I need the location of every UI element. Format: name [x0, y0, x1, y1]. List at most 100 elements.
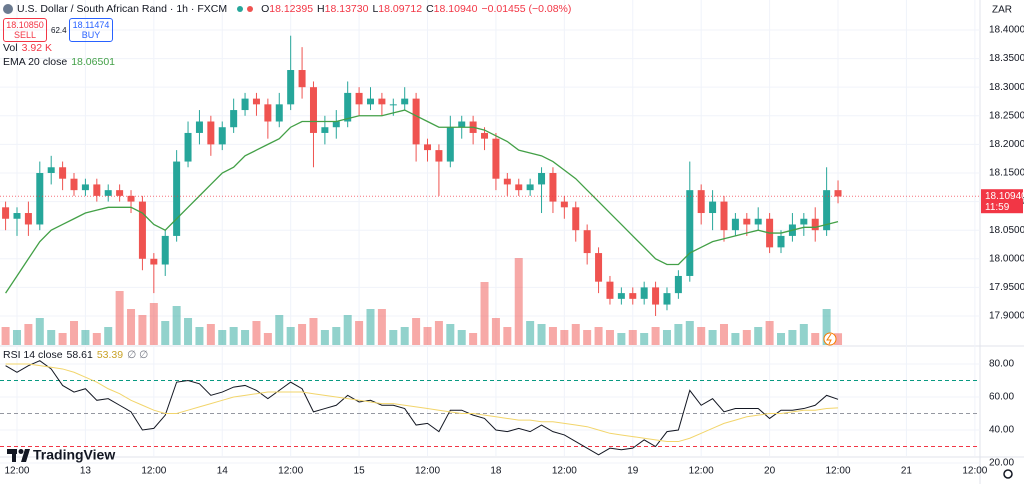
volume-bar — [218, 330, 227, 345]
ohlc-item: L18.09712 — [372, 3, 422, 15]
volume-bar — [377, 309, 386, 345]
logo: TradingView — [7, 447, 115, 463]
candle-body — [834, 190, 842, 197]
volume-bar — [206, 324, 215, 345]
y-tick-label: 18.15000 — [989, 168, 1024, 179]
last-price-box — [981, 189, 1023, 214]
volume-bar — [434, 321, 443, 345]
volume-bar — [662, 330, 671, 345]
candle-body — [492, 138, 500, 179]
volume-bar — [537, 324, 546, 345]
rsi-legend: RSI 14 close 58.61 53.39 ∅ ∅ — [3, 349, 148, 361]
x-tick-label: 12:00 — [415, 466, 440, 477]
volume-bar — [617, 333, 626, 345]
volume-bar — [309, 318, 318, 345]
rsi-title: RSI 14 close — [3, 349, 63, 361]
candle-body — [572, 207, 580, 231]
volume-bar — [127, 309, 136, 345]
candle-body — [686, 190, 694, 276]
volume-bar — [149, 303, 158, 345]
candle-body — [458, 121, 466, 128]
candle-body — [195, 121, 203, 133]
volume-bar — [548, 327, 557, 345]
volume-bar — [343, 315, 352, 345]
volume-bar — [594, 327, 603, 345]
candle-body — [595, 253, 603, 282]
volume-bar — [777, 333, 786, 345]
volume-bar — [605, 330, 614, 345]
x-tick-label: 12:00 — [689, 466, 714, 477]
candle-body — [264, 104, 272, 122]
ema-title: EMA 20 close — [3, 56, 68, 68]
candle-body — [150, 258, 158, 265]
buy-button[interactable]: 18.11474 BUY — [69, 18, 113, 42]
volume-bar — [47, 330, 56, 345]
ema-line — [5, 109, 839, 294]
volume-legend: Vol 3.92 K — [3, 42, 52, 54]
candle-body — [344, 92, 352, 122]
y-tick-label: 17.90000 — [989, 311, 1024, 322]
candle-body — [515, 184, 523, 191]
candle-body — [184, 132, 192, 162]
y-tick-label: 18.30000 — [989, 82, 1024, 93]
symbol-icon — [3, 4, 13, 14]
ohlc: O18.12395 H18.13730 L18.09712 C18.10940 — [261, 3, 477, 15]
volume-bar — [731, 333, 740, 345]
ema-legend: EMA 20 close 18.06501 — [3, 56, 115, 68]
candle-body — [503, 178, 511, 185]
trade-row: 18.10850 SELL 62.4 18.11474 BUY — [3, 18, 113, 42]
volume-bar — [560, 330, 569, 345]
x-tick-label: 15 — [354, 466, 366, 477]
candle-body — [629, 293, 637, 299]
candle-body — [24, 213, 32, 225]
candle-body — [275, 104, 283, 122]
candle-body — [652, 287, 660, 305]
symbol[interactable]: U.S. Dollar / South African Rand · 1h · … — [17, 3, 228, 15]
candle-body — [424, 144, 432, 151]
spread: 62.4 — [51, 25, 67, 35]
candle-body — [59, 167, 67, 179]
sell-button[interactable]: 18.10850 SELL — [3, 18, 47, 42]
price-axis — [980, 0, 1024, 484]
candle-body — [70, 178, 78, 191]
candle-body — [127, 195, 135, 202]
y-tick-label: 18.35000 — [989, 53, 1024, 64]
candle-body — [116, 190, 124, 196]
volume-bar — [788, 330, 797, 345]
volume-bar — [184, 318, 193, 345]
volume-bar — [195, 327, 204, 345]
volume-title: Vol — [3, 42, 18, 54]
volume-bar — [172, 306, 181, 345]
candle-body — [549, 172, 557, 202]
candle-body — [298, 70, 306, 88]
x-tick-label: 19 — [627, 466, 639, 477]
volume-bar — [446, 324, 455, 345]
candle-body — [481, 132, 489, 139]
volume-bar — [834, 333, 843, 345]
volume-bar — [138, 315, 147, 345]
candle-body — [435, 150, 443, 162]
gear[interactable] — [1003, 469, 1013, 479]
volume-bar — [252, 321, 261, 345]
rsi-line — [5, 363, 839, 443]
volume-bar — [366, 309, 375, 345]
rsi-ma-value: 53.39 — [96, 349, 124, 361]
volume-bar — [104, 327, 113, 345]
settings-icon[interactable] — [1003, 469, 1013, 479]
volume-bar — [457, 330, 466, 345]
candle-body — [560, 201, 568, 208]
candle-body — [777, 235, 785, 248]
candle-body — [366, 98, 374, 105]
volume-bar — [24, 324, 33, 345]
x-tick-label: 13 — [80, 466, 92, 477]
event-icon[interactable] — [823, 332, 837, 346]
volume-bar — [822, 309, 831, 345]
status-dot — [247, 6, 254, 12]
currency: ZAR — [992, 5, 1012, 16]
volume-bar — [241, 330, 250, 345]
candle-body — [606, 281, 614, 299]
candle-body — [161, 235, 169, 265]
volume-bar — [628, 330, 637, 345]
candle-body — [378, 98, 386, 105]
